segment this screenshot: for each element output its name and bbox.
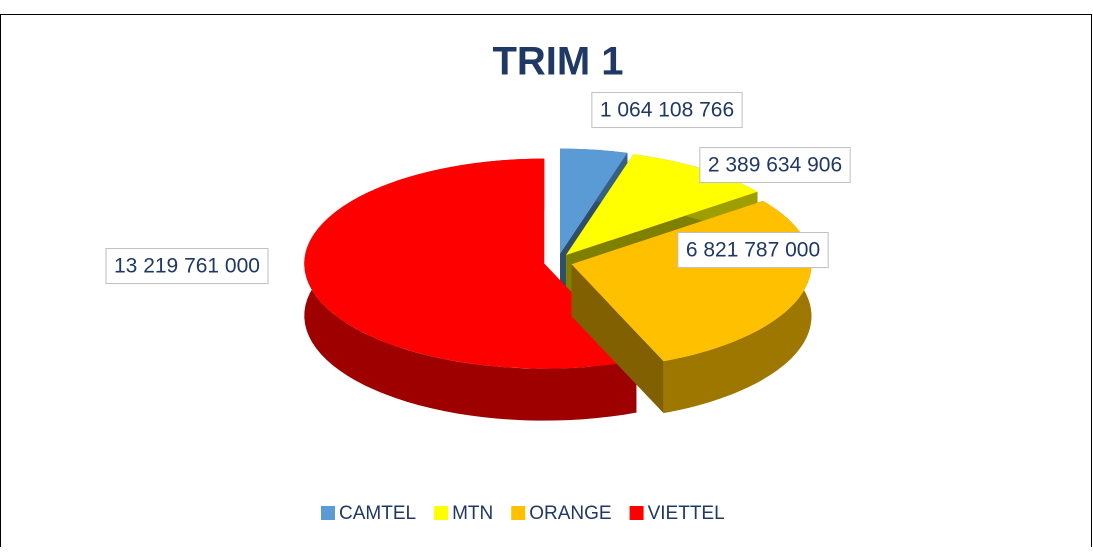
legend-label: CAMTEL — [339, 503, 416, 524]
data-label: 6 821 787 000 — [686, 239, 820, 262]
data-label-box — [105, 248, 269, 285]
data-label: 1 064 108 766 — [600, 99, 734, 122]
legend-label: MTN — [452, 503, 493, 524]
slice-group — [304, 158, 637, 421]
slice — [304, 158, 637, 369]
slice — [559, 148, 628, 254]
legend-swatch — [434, 506, 449, 520]
data-label-box — [591, 92, 743, 129]
slice-group — [571, 200, 812, 414]
data-label-box — [677, 232, 829, 269]
chart-title: TRIM 1 — [492, 40, 623, 84]
slice-side — [571, 264, 664, 414]
legend-label: VIETTEL — [648, 503, 725, 524]
data-label: 2 389 634 906 — [708, 154, 842, 177]
legend-label: ORANGE — [529, 503, 611, 524]
legend-swatch — [511, 506, 526, 520]
legend-swatch — [629, 506, 644, 520]
data-label: 13 219 761 000 — [114, 255, 260, 278]
data-label-box — [699, 147, 851, 184]
legend-swatch — [321, 506, 335, 520]
